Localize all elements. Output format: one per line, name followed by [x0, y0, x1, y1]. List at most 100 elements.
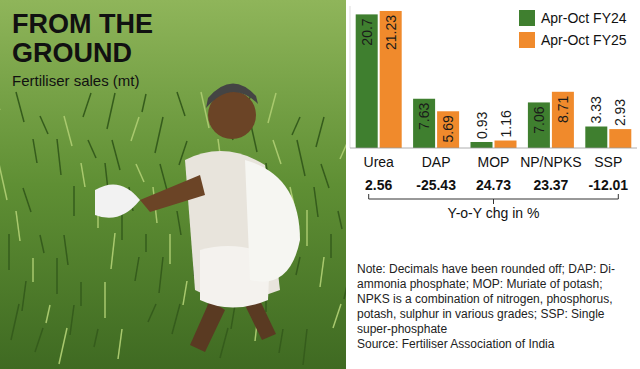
grass: [177, 92, 185, 116]
grass: [23, 188, 31, 212]
leg: [190, 300, 225, 352]
grass: [172, 304, 180, 334]
grass: [8, 234, 10, 270]
grass: [11, 304, 19, 340]
yoy-value: 23.37: [533, 177, 568, 193]
grass: [40, 235, 44, 253]
grass: [118, 329, 122, 359]
grass: [83, 93, 91, 117]
grass: [155, 117, 163, 153]
yoy-value: 2.56: [365, 177, 392, 193]
data-label: 20.7: [359, 18, 375, 45]
grass: [0, 164, 7, 200]
data-label: 1.16: [498, 110, 514, 137]
grass: [183, 281, 187, 305]
labels: 20.721.23Urea2.567.635.69DAP-25.430.931.…: [359, 15, 629, 221]
data-label: 2.93: [612, 99, 628, 126]
grass: [16, 92, 24, 122]
baseline: [350, 148, 637, 149]
grass: [59, 328, 67, 364]
category-label: SSP: [594, 154, 622, 170]
yoy-label: Y-o-Y chg in %: [448, 205, 540, 221]
bar: [413, 99, 435, 148]
grass: [81, 163, 85, 187]
bar: [585, 127, 607, 148]
grass: [16, 211, 20, 241]
data-label: 8.71: [555, 96, 571, 123]
grass: [104, 282, 106, 318]
grass: [40, 116, 48, 134]
data-label: 7.06: [531, 106, 547, 133]
yoy-value: -12.01: [588, 177, 628, 193]
bracket: [369, 194, 619, 204]
data-label: 21.23: [383, 15, 399, 50]
category-label: Urea: [364, 154, 395, 170]
grass: [169, 234, 171, 264]
grass: [131, 117, 139, 141]
bar: [437, 111, 459, 148]
grass: [292, 117, 300, 135]
grass: [316, 117, 324, 147]
y-axis-line: [350, 6, 351, 148]
bar: [380, 11, 402, 148]
grass: [64, 235, 68, 265]
grass: [73, 186, 75, 216]
sack: [245, 160, 300, 282]
grass: [296, 257, 300, 275]
grass: [338, 211, 342, 229]
data-label: 7.63: [416, 103, 432, 130]
grass: [33, 139, 37, 163]
chart-panel: [346, 0, 640, 369]
subtitle: Fertiliser sales (mt): [12, 72, 140, 89]
grass: [88, 140, 96, 158]
grass: [330, 234, 332, 258]
grass: [142, 94, 146, 112]
bar: [552, 92, 574, 148]
cloth: [95, 184, 140, 217]
grass: [268, 93, 276, 123]
legend-label: Apr-Oct FY24: [541, 10, 627, 26]
grass: [136, 164, 144, 182]
grass: [112, 140, 120, 170]
bar: [609, 129, 631, 148]
grass: [56, 258, 58, 294]
category-label: DAP: [422, 154, 451, 170]
bar: [471, 142, 493, 148]
grass: [314, 187, 318, 217]
grass: [333, 304, 341, 328]
bar: [356, 14, 378, 148]
grass: [303, 329, 307, 365]
bars: [356, 11, 632, 148]
note: Note: Decimals have been rounded off; DA…: [357, 262, 637, 337]
category-label: NP/NPKS: [520, 154, 581, 170]
legend: Apr-Oct FY24 Apr-Oct FY25: [519, 10, 627, 48]
grass: [297, 140, 305, 176]
grass: [273, 140, 281, 164]
note-block: Note: Decimals have been rounded off; DA…: [357, 262, 637, 352]
grass: [70, 305, 74, 335]
legend-swatch: [519, 32, 535, 48]
legend-label: Apr-Oct FY25: [541, 32, 627, 48]
bar: [528, 102, 550, 148]
grass: [107, 93, 115, 129]
grass: [321, 164, 329, 188]
grass: [306, 210, 308, 246]
legend-swatch: [519, 10, 535, 26]
grass: [135, 257, 139, 281]
photo-bg: [0, 0, 346, 369]
grass: [201, 92, 209, 128]
bar: [495, 141, 517, 148]
arm: [140, 175, 205, 212]
source: Source: Fertiliser Association of India: [357, 337, 637, 352]
data-label: 0.93: [474, 112, 490, 139]
category-label: MOP: [478, 154, 510, 170]
grass: [231, 305, 235, 329]
grass: [64, 116, 72, 146]
grass: [57, 139, 61, 175]
title: FROM THE GROUND: [12, 10, 187, 68]
yoy-value: 24.73: [476, 177, 511, 193]
grass: [159, 257, 163, 293]
headscarf: [206, 83, 258, 108]
grass: [320, 257, 324, 287]
grass: [94, 329, 98, 347]
